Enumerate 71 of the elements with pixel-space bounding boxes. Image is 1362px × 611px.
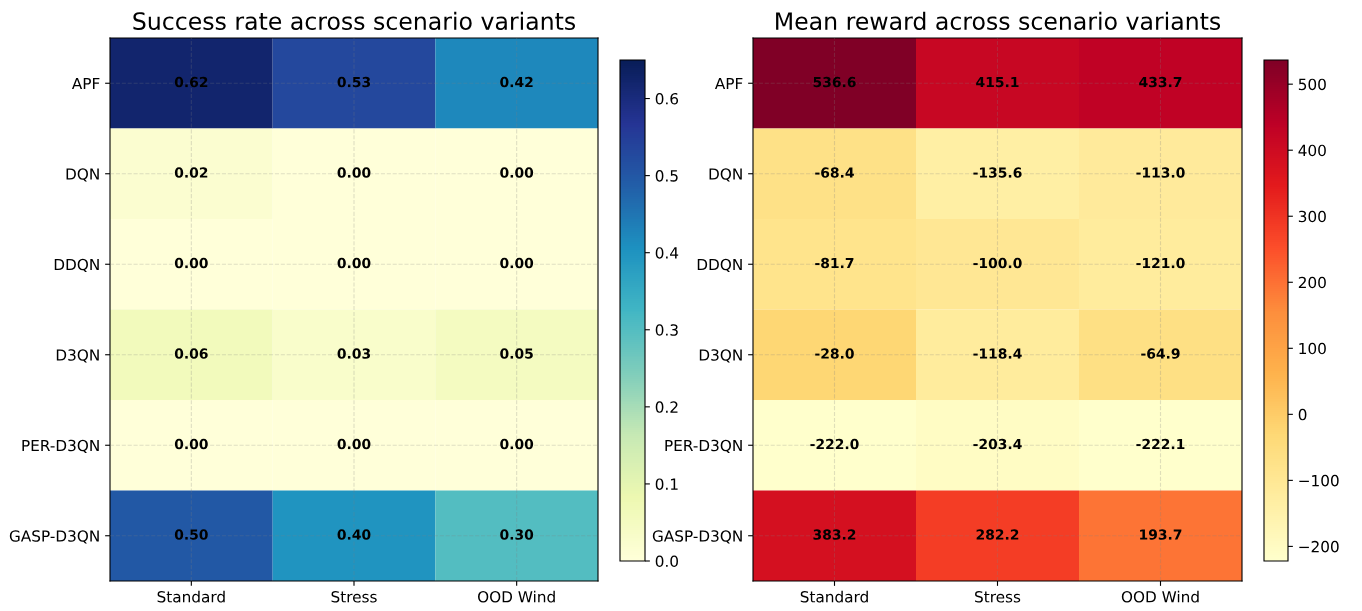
data-label: 0.00 xyxy=(500,257,534,269)
data-label: -118.4 xyxy=(973,348,1022,359)
data-label: -28.0 xyxy=(815,348,854,359)
y-tick-label: D3QN xyxy=(699,349,742,363)
chart-title: Success rate across scenario variants xyxy=(133,11,576,30)
color-bar-label: 0.3 xyxy=(655,324,678,336)
data-label: -135.6 xyxy=(973,167,1022,178)
y-tick-label: GASP-D3QN xyxy=(652,530,742,544)
data-label: -100.0 xyxy=(973,257,1022,269)
data-label: 0.30 xyxy=(500,529,534,540)
data-label: 193.7 xyxy=(1140,529,1182,540)
y-tick-label: PER-D3QN xyxy=(22,439,99,454)
color-bar-label: 0.2 xyxy=(655,401,678,413)
data-label: -81.7 xyxy=(815,257,854,269)
data-label: 0.00 xyxy=(174,257,208,269)
data-label: 0.00 xyxy=(174,438,208,450)
data-label: 0.06 xyxy=(174,348,208,359)
data-label: 0.05 xyxy=(500,348,533,359)
data-label: 0.00 xyxy=(337,167,371,178)
color-bar-label: 0 xyxy=(1298,408,1307,421)
data-label: -68.4 xyxy=(815,167,854,178)
y-tick-label: APF xyxy=(71,77,100,90)
data-label: -113.0 xyxy=(1136,167,1185,178)
y-tick-label: DDQN xyxy=(697,258,742,273)
color-bar-label: −200 xyxy=(1299,540,1339,553)
y-tick-label: DQN xyxy=(709,168,742,182)
x-tick-label: Stress xyxy=(331,590,377,603)
x-tick-label: Standard xyxy=(800,590,868,603)
data-label: -121.0 xyxy=(1136,257,1185,269)
data-label: 383.2 xyxy=(813,529,856,540)
y-tick-label: D3QN xyxy=(56,349,99,363)
data-label: -64.9 xyxy=(1141,348,1180,359)
data-label: 0.50 xyxy=(174,529,208,540)
data-label: 0.00 xyxy=(500,438,534,450)
color-bar-label: −100 xyxy=(1299,474,1339,487)
y-tick-label: PER-D3QN xyxy=(665,439,742,454)
data-label: 0.62 xyxy=(174,76,208,88)
color-bar-label: 200 xyxy=(1298,276,1326,289)
chart-title: Mean reward across scenario variants xyxy=(776,11,1221,30)
data-label: -222.0 xyxy=(810,438,859,450)
data-label: 0.02 xyxy=(174,167,208,178)
color-bar-label: 0.0 xyxy=(655,555,678,568)
color-bar-label: 100 xyxy=(1299,342,1326,355)
x-tick-label: OOD Wind xyxy=(1121,590,1199,603)
color-bar-label: 500 xyxy=(1298,78,1326,91)
data-label: 0.42 xyxy=(500,76,533,88)
data-label: 0.03 xyxy=(337,348,371,359)
data-label: 0.00 xyxy=(337,257,371,269)
data-label: 0.00 xyxy=(500,167,534,178)
data-label: -203.4 xyxy=(973,438,1022,450)
data-label: 0.00 xyxy=(337,438,371,450)
y-tick-label: GASP-D3QN xyxy=(9,530,99,544)
y-tick-label: DDQN xyxy=(54,258,99,273)
data-label: 0.53 xyxy=(337,76,371,88)
data-label: 433.7 xyxy=(1139,76,1182,88)
color-bar-label: 300 xyxy=(1298,210,1326,223)
x-tick-label: Standard xyxy=(157,590,225,603)
y-tick-label: DQN xyxy=(66,168,99,182)
data-label: -222.1 xyxy=(1136,438,1185,450)
color-bar-label: 0.4 xyxy=(655,247,679,259)
y-tick-label: APF xyxy=(714,77,743,90)
x-tick-label: OOD Wind xyxy=(477,590,555,603)
color-bar-label: 0.5 xyxy=(655,170,678,182)
color-bar-label: 400 xyxy=(1298,144,1326,157)
x-tick-label: Stress xyxy=(975,590,1021,603)
data-label: 415.1 xyxy=(976,76,1019,88)
color-bar-label: 0.1 xyxy=(655,478,678,490)
data-label: 536.6 xyxy=(813,76,856,88)
data-label: 0.40 xyxy=(337,529,371,540)
data-label: 282.2 xyxy=(976,529,1019,540)
color-bar-label: 0.6 xyxy=(655,93,679,105)
